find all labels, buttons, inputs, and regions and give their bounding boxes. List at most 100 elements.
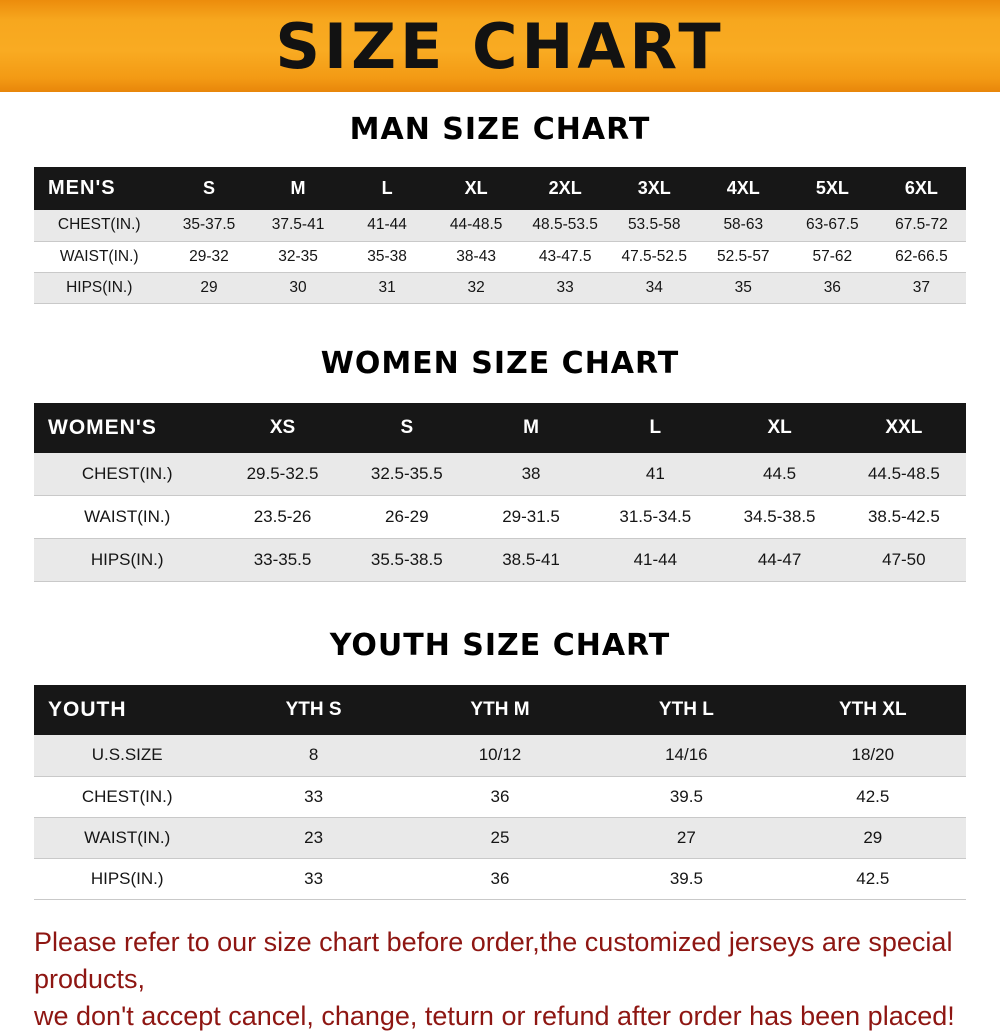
- size-column-header: M: [523, 416, 539, 438]
- row-label-cell: HIPS(IN.): [90, 868, 164, 888]
- size-value-cell: 31: [378, 278, 396, 296]
- size-value-cell: 37: [912, 278, 931, 296]
- size-value-cell: 38.5-42.5: [867, 507, 940, 526]
- size-value-cell: 33-35.5: [253, 550, 312, 569]
- size-value-cell: 36: [823, 278, 841, 296]
- size-value-cell: 48.5-53.5: [532, 216, 598, 234]
- size-value-cell: 37.5-41: [271, 216, 325, 234]
- size-value-cell: 10/12: [478, 745, 522, 765]
- size-column-header: L: [381, 178, 393, 198]
- row-label-cell: WAIST(IN.): [59, 247, 139, 265]
- table-header-row: WOMEN'S XS S M L XL XXL: [34, 402, 966, 453]
- table-row: WAIST(IN.) 23.5-26 26-29 29-31.5 31.5-34.5 34…: [34, 495, 966, 539]
- size-column-header: 5XL: [815, 178, 849, 198]
- size-value-cell: 58-63: [723, 216, 764, 234]
- row-label-cell: CHEST(IN.): [81, 463, 173, 483]
- row-label-header: MEN'S: [48, 177, 116, 199]
- size-value-cell: 57-62: [812, 247, 853, 265]
- size-value-cell: 44-47: [757, 550, 802, 569]
- size-value-cell: 29.5-32.5: [246, 463, 319, 483]
- table-row: HIPS(IN.) 33-35.5 35.5-38.5 38.5-41 41-44 44-…: [34, 538, 966, 582]
- banner: SIZE CHART: [0, 0, 1000, 92]
- size-value-cell: 23: [304, 827, 324, 847]
- size-value-cell: 39.5: [669, 786, 703, 806]
- charts-area: MAN SIZE CHART MEN'S S M L XL 2XL 3XL 4XL 5XL 6XL…: [0, 112, 1000, 900]
- size-value-cell: 29: [863, 827, 883, 847]
- row-label-cell: WAIST(IN.): [84, 507, 171, 526]
- man-size-section: MAN SIZE CHART MEN'S S M L XL 2XL 3XL 4XL 5XL 6XL…: [0, 112, 1000, 304]
- size-column-header: 2XL: [548, 178, 582, 198]
- size-column-header: 4XL: [726, 178, 760, 198]
- size-value-cell: 52.5-57: [716, 247, 770, 265]
- size-column-header: M: [290, 178, 306, 198]
- size-value-cell: 47.5-52.5: [621, 247, 687, 265]
- size-value-cell: 41-44: [633, 550, 678, 569]
- size-value-cell: 31.5-34.5: [619, 507, 692, 526]
- size-value-cell: 41-44: [367, 216, 407, 234]
- row-label-cell: U.S.SIZE: [91, 745, 163, 765]
- size-column-header: YTH XL: [839, 699, 907, 720]
- size-value-cell: 62-66.5: [895, 247, 948, 265]
- size-column-header: S: [202, 178, 215, 198]
- size-value-cell: 32-35: [278, 247, 318, 265]
- size-value-cell: 38-43: [456, 247, 496, 265]
- table-row: WAIST(IN.) 23 25 27 29: [34, 817, 966, 858]
- size-value-cell: 38.5-41: [502, 550, 560, 569]
- size-value-cell: 8: [308, 745, 319, 765]
- table-row: CHEST(IN.) 29.5-32.5 32.5-35.5 38 41 44.5 44.5…: [34, 452, 966, 496]
- size-value-cell: 25: [490, 827, 510, 847]
- table-row: CHEST(IN.) 33 36 39.5 42.5: [34, 776, 966, 817]
- row-label-cell: HIPS(IN.): [66, 278, 133, 296]
- women-size-title: WOMEN SIZE CHART: [320, 345, 680, 381]
- size-value-cell: 33: [556, 278, 574, 296]
- size-value-cell: 26-29: [385, 507, 429, 526]
- row-label-cell: WAIST(IN.): [84, 827, 171, 847]
- size-value-cell: 30: [289, 278, 307, 296]
- size-value-cell: 47-50: [882, 550, 926, 569]
- size-column-header: XS: [269, 416, 296, 438]
- size-value-cell: 67.5-72: [895, 216, 948, 234]
- women-size-table: WOMEN'S XS S M L XL XXL CHEST(IN.) 29.5-32.5 32.5…: [34, 402, 966, 583]
- size-value-cell: 42.5: [856, 786, 890, 806]
- size-column-header: 3XL: [637, 178, 671, 198]
- page-title: SIZE CHART: [275, 9, 725, 83]
- table-header-row: MEN'S S M L XL 2XL 3XL 4XL 5XL 6XL: [34, 167, 966, 210]
- size-value-cell: 29: [200, 278, 218, 296]
- table-header-row: YOUTH YTH S YTH M YTH L YTH XL: [34, 685, 966, 735]
- size-column-header: YTH M: [470, 699, 530, 720]
- size-value-cell: 42.5: [856, 868, 890, 888]
- size-value-cell: 44.5: [763, 463, 797, 483]
- women-size-section: WOMEN SIZE CHART WOMEN'S XS S M L XL XXL CHEST(…: [0, 346, 1000, 583]
- size-value-cell: 39.5: [669, 868, 703, 888]
- size-column-header: XXL: [885, 416, 923, 438]
- table-row: WAIST(IN.) 29-32 32-35 35-38 38-43 43-47.5 47.…: [34, 241, 966, 272]
- row-label-cell: CHEST(IN.): [57, 216, 141, 234]
- size-value-cell: 27: [676, 827, 696, 847]
- row-label-header: YOUTH: [48, 698, 127, 721]
- size-value-cell: 29-31.5: [502, 507, 560, 526]
- size-column-header: S: [400, 416, 414, 438]
- table-row: HIPS(IN.) 33 36 39.5 42.5: [34, 858, 966, 899]
- footer-note-line-2: we don't accept cancel, change, teturn o…: [34, 1000, 955, 1031]
- size-value-cell: 44-48.5: [449, 216, 503, 234]
- size-column-header: YTH S: [285, 699, 342, 720]
- footer-note: Please refer to our size chart before or…: [34, 924, 1000, 1035]
- size-value-cell: 35: [734, 278, 752, 296]
- size-value-cell: 33: [304, 868, 324, 888]
- row-label-header: WOMEN'S: [48, 415, 157, 439]
- size-value-cell: 44.5-48.5: [867, 463, 940, 483]
- size-value-cell: 14/16: [665, 745, 708, 765]
- size-value-cell: 29-32: [189, 247, 229, 265]
- size-value-cell: 36: [490, 786, 510, 806]
- footer-note-line-1: Please refer to our size chart before or…: [34, 926, 953, 994]
- size-column-header: 6XL: [904, 178, 938, 198]
- man-size-table: MEN'S S M L XL 2XL 3XL 4XL 5XL 6XL CHEST(IN.) 35-37…: [34, 167, 966, 304]
- size-column-header: YTH L: [658, 699, 714, 720]
- size-value-cell: 35-38: [367, 247, 407, 265]
- size-value-cell: 43-47.5: [538, 247, 592, 265]
- size-value-cell: 32.5-35.5: [370, 463, 443, 483]
- size-value-cell: 41: [645, 463, 665, 483]
- table-row: HIPS(IN.) 29 30 31 32 33 34 35 36 37: [34, 272, 966, 303]
- size-column-header: XL: [464, 178, 488, 198]
